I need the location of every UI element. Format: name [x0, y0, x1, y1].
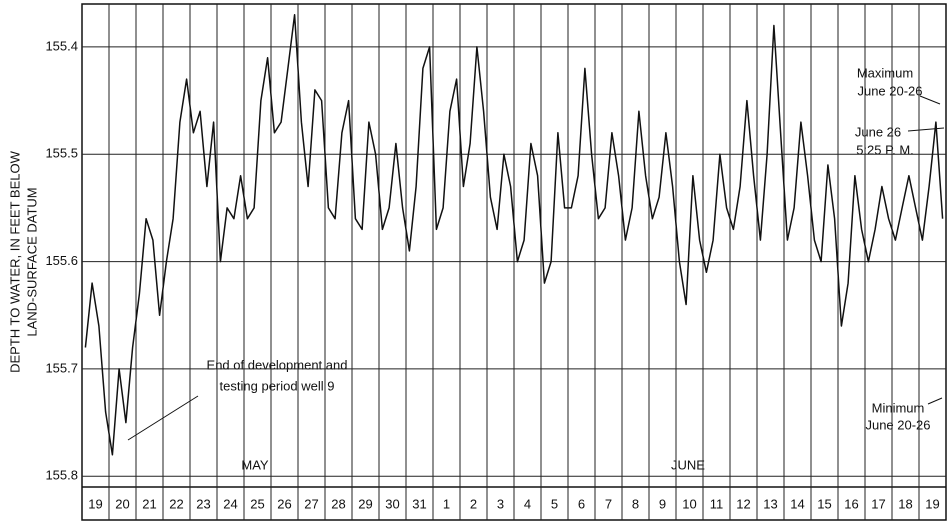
leader-line [919, 95, 941, 105]
y-tick-label: 155.4 [45, 38, 78, 53]
x-tick-label: 17 [871, 496, 885, 511]
x-tick-label: 19 [88, 496, 102, 511]
annotation: June 20-26 [865, 417, 930, 432]
x-tick-label: 13 [763, 496, 777, 511]
y-axis-label: DEPTH TO WATER, IN FEET BELOW [7, 150, 22, 372]
x-tick-label: 31 [412, 496, 426, 511]
y-axis-label: LAND-SURFACE DATUM [24, 187, 39, 336]
x-tick-label: 12 [736, 496, 750, 511]
x-tick-label: 30 [385, 496, 399, 511]
annotation: testing period well 9 [220, 378, 335, 393]
x-tick-label: 14 [790, 496, 804, 511]
x-tick-label: 25 [250, 496, 264, 511]
x-tick-label: 1 [443, 496, 450, 511]
annotation: MAY [241, 457, 269, 472]
annotation: 5:25 P. M. [856, 142, 914, 157]
leader-line [907, 127, 945, 132]
annotation: Minimum [872, 400, 925, 415]
x-tick-label: 2 [470, 496, 477, 511]
y-tick-label: 155.8 [45, 468, 78, 483]
x-tick-label: 3 [497, 496, 504, 511]
annotation: June 20-26 [857, 83, 922, 98]
x-tick-label: 15 [817, 496, 831, 511]
y-tick-label: 155.5 [45, 146, 78, 161]
x-tick-label: 23 [196, 496, 210, 511]
x-tick-label: 24 [223, 496, 237, 511]
x-tick-label: 20 [115, 496, 129, 511]
annotation: End of development and [207, 357, 348, 372]
x-tick-label: 8 [632, 496, 639, 511]
x-tick-label: 4 [524, 496, 531, 511]
x-tick-label: 6 [578, 496, 585, 511]
x-tick-label: 7 [605, 496, 612, 511]
x-tick-label: 29 [358, 496, 372, 511]
y-tick-label: 155.6 [45, 253, 78, 268]
x-tick-label: 21 [142, 496, 156, 511]
x-tick-label: 26 [277, 496, 291, 511]
annotation: June 26 [855, 124, 901, 139]
x-tick-label: 9 [659, 496, 666, 511]
annotation: JUNE [671, 457, 705, 472]
x-tick-label: 19 [925, 496, 939, 511]
y-tick-label: 155.7 [45, 360, 78, 375]
x-tick-label: 18 [898, 496, 912, 511]
water-level-line [84, 13, 944, 456]
annotation: Maximum [857, 65, 913, 80]
x-tick-label: 27 [304, 496, 318, 511]
x-tick-label: 5 [551, 496, 558, 511]
x-tick-label: 28 [331, 496, 345, 511]
x-tick-label: 22 [169, 496, 183, 511]
x-tick-label: 16 [844, 496, 858, 511]
leader-line [927, 397, 943, 405]
x-tick-label: 11 [710, 496, 724, 511]
x-tick-label: 10 [682, 496, 696, 511]
